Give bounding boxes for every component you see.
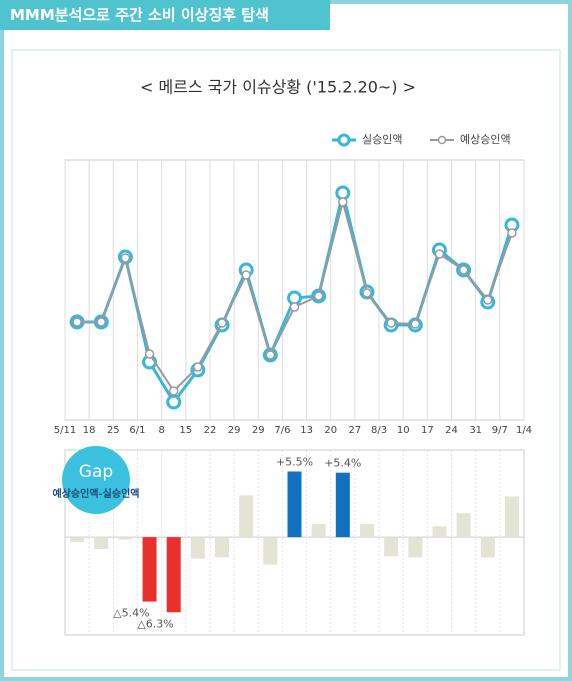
bar [70,537,85,542]
x-tick-label: 31 [469,425,482,436]
legend-label: 실승인액 [362,133,402,146]
point [338,197,348,207]
x-tick-label: 7/6 [274,425,290,436]
chart-title: < 메르스 국가 이슈상황 ('15.2.20~) > [140,78,416,97]
x-tick-label: 29 [228,425,241,436]
x-tick-label: 8 [158,425,164,436]
bar [287,471,302,538]
bar [384,537,399,557]
bar [263,537,278,565]
x-tick-label: 24 [445,425,458,436]
legend-label: 예상승인액 [460,133,511,146]
point [120,253,131,263]
point [96,317,106,327]
point [335,185,351,201]
legend-marker [437,135,447,145]
point [241,270,251,280]
point [507,228,517,238]
bar [215,537,230,558]
x-tick-label: 25 [107,425,120,436]
value-label: △6.3% [137,617,173,630]
point [287,290,302,306]
bar [311,524,326,538]
bar [190,537,205,559]
x-tick-label: 20 [324,425,337,436]
x-tick-label: 1/4 [516,425,532,436]
bar [480,537,495,558]
gap-title: Gap [79,462,113,482]
x-tick-label: 10 [397,425,410,436]
x-tick-label: 18 [83,425,96,436]
bar [142,537,157,602]
plot-area [64,449,525,636]
x-tick-label: 8/3 [371,425,387,436]
bar [118,537,133,540]
point [166,394,182,410]
bar [166,537,181,613]
point [217,318,227,328]
chart-box [11,49,561,671]
x-tick-label: 29 [252,425,265,436]
point [483,295,493,305]
value-label: +5.5% [276,455,313,468]
gap-subtitle: 예상승인액-실승인액 [53,487,140,500]
point [434,249,445,259]
bar [432,526,447,538]
point [265,350,276,360]
bar [504,496,519,538]
bar [94,537,109,550]
gap-badge [62,446,130,514]
x-tick-label: 5/11 [54,425,76,436]
point [362,288,372,298]
point [289,302,300,312]
value-label: +5.4% [324,457,361,470]
point [458,265,469,275]
value-label: △5.4% [113,607,149,620]
x-tick-label: 15 [179,425,192,436]
point [144,349,155,359]
point [313,291,324,301]
point [410,319,421,329]
bar [335,472,350,538]
x-tick-label: 13 [300,425,313,436]
point [72,317,82,327]
bar [239,495,254,538]
x-tick-label: 27 [349,425,362,436]
bar [408,537,423,558]
legend-marker [337,133,351,147]
x-tick-label: 17 [421,425,434,436]
x-tick-label: 6/1 [129,425,145,436]
point [168,386,179,396]
point [193,362,203,372]
point [386,318,396,328]
x-tick-label: 9/7 [492,425,508,436]
header-title: MMM분석으로 주간 소비 이상징후 탐색 [0,0,330,30]
bar [456,513,471,538]
bar [359,524,374,538]
x-tick-label: 22 [204,425,217,436]
